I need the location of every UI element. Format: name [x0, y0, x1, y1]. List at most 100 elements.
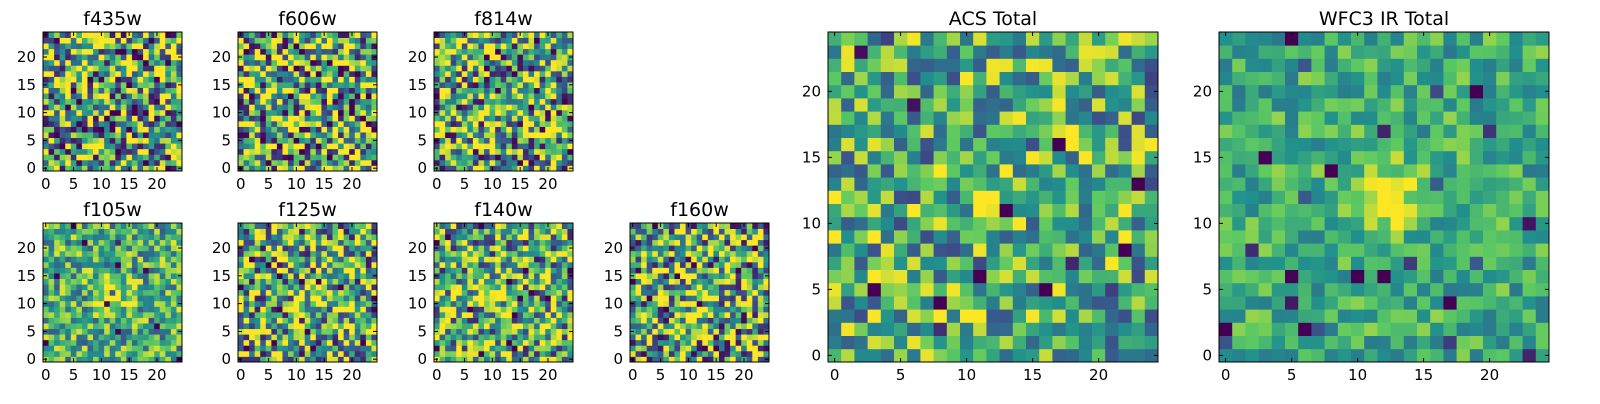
- heatmap-cell: [333, 329, 339, 335]
- heatmap-cell: [434, 312, 440, 318]
- heatmap-cell: [540, 295, 546, 301]
- heatmap-cell: [551, 245, 557, 251]
- heatmap-cell: [65, 279, 71, 285]
- heatmap-cell: [255, 115, 261, 121]
- heatmap-cell: [299, 295, 305, 301]
- heatmap-cell: [636, 301, 642, 307]
- heatmap-cell: [160, 240, 166, 246]
- heatmap-cell: [641, 240, 647, 246]
- heatmap-cell: [545, 240, 551, 246]
- x-tick-label: 15: [315, 366, 334, 384]
- heatmap-cell: [321, 38, 327, 44]
- heatmap-cell: [562, 323, 568, 329]
- heatmap-cell: [71, 318, 77, 324]
- heatmap-cell: [238, 71, 244, 77]
- heatmap-cell: [473, 323, 479, 329]
- heatmap-cell: [71, 290, 77, 296]
- heatmap-cell: [355, 351, 361, 357]
- heatmap-cell: [719, 256, 725, 262]
- heatmap-cell: [451, 99, 457, 105]
- heatmap-cell: [49, 295, 55, 301]
- heatmap-cell: [445, 262, 451, 268]
- heatmap-cell: [299, 104, 305, 110]
- heatmap-cell: [501, 267, 507, 273]
- heatmap-cell: [517, 60, 523, 66]
- heatmap-cell: [478, 121, 484, 127]
- heatmap-cell: [121, 223, 127, 229]
- heatmap-cell: [288, 60, 294, 66]
- heatmap-cell: [366, 49, 372, 55]
- heatmap-cell: [327, 279, 333, 285]
- heatmap-cell: [1092, 204, 1106, 218]
- heatmap-cell: [462, 143, 468, 149]
- heatmap-cell: [104, 138, 110, 144]
- heatmap-cell: [310, 256, 316, 262]
- heatmap-cell: [730, 223, 736, 229]
- heatmap-cell: [104, 329, 110, 335]
- heatmap-cell: [126, 88, 132, 94]
- heatmap-cell: [506, 154, 512, 160]
- heatmap-cell: [115, 76, 121, 82]
- heatmap-cell: [99, 306, 105, 312]
- heatmap-cell: [473, 54, 479, 60]
- heatmap-cell: [973, 230, 987, 244]
- y-tick-label: 20: [17, 239, 36, 257]
- heatmap-cell: [49, 115, 55, 121]
- heatmap-cell: [149, 240, 155, 246]
- heatmap-cell: [523, 279, 529, 285]
- heatmap-cell: [467, 267, 473, 273]
- heatmap-cell: [467, 110, 473, 116]
- heatmap-cell: [121, 65, 127, 71]
- heatmap-cell: [76, 351, 82, 357]
- heatmap-cell: [349, 334, 355, 340]
- heatmap-cell: [121, 132, 127, 138]
- heatmap-cell: [669, 279, 675, 285]
- heatmap-cell: [299, 234, 305, 240]
- heatmap-cell: [1026, 230, 1040, 244]
- heatmap-cell: [49, 279, 55, 285]
- heatmap-cell: [440, 345, 446, 351]
- heatmap-cell: [110, 262, 116, 268]
- heatmap-cell: [126, 110, 132, 116]
- heatmap-cell: [501, 88, 507, 94]
- heatmap-cell: [76, 329, 82, 335]
- heatmap-cell: [93, 93, 99, 99]
- heatmap-cell: [741, 345, 747, 351]
- heatmap-cell: [165, 71, 171, 77]
- heatmap-cell: [562, 110, 568, 116]
- heatmap-cell: [82, 240, 88, 246]
- heatmap-cell: [556, 340, 562, 346]
- heatmap-cell: [121, 340, 127, 346]
- heatmap-cell: [713, 267, 719, 273]
- heatmap-cell: [316, 223, 322, 229]
- heatmap-cell: [344, 245, 350, 251]
- heatmap-cell: [540, 340, 546, 346]
- heatmap-cell: [360, 351, 366, 357]
- heatmap-cell: [305, 334, 311, 340]
- heatmap-cell: [160, 267, 166, 273]
- heatmap-cell: [1118, 336, 1132, 350]
- heatmap-cell: [506, 54, 512, 60]
- heatmap-cell: [149, 82, 155, 88]
- heatmap-cell: [630, 318, 636, 324]
- heatmap-cell: [121, 60, 127, 66]
- heatmap-cell: [881, 256, 895, 270]
- heatmap-cell: [299, 43, 305, 49]
- heatmap-cell: [126, 334, 132, 340]
- heatmap-cell: [697, 256, 703, 262]
- heatmap-cell: [249, 65, 255, 71]
- heatmap-cell: [299, 312, 305, 318]
- heatmap-cell: [87, 245, 93, 251]
- heatmap-cell: [76, 43, 82, 49]
- heatmap-cell: [747, 256, 753, 262]
- heatmap-cell: [333, 49, 339, 55]
- heatmap-cell: [65, 93, 71, 99]
- heatmap-cell: [366, 345, 372, 351]
- heatmap-cell: [132, 262, 138, 268]
- heatmap-cell: [752, 229, 758, 235]
- heatmap-cell: [484, 121, 490, 127]
- heatmap-cell: [1066, 270, 1080, 284]
- heatmap-cell: [260, 279, 266, 285]
- heatmap-cell: [490, 154, 496, 160]
- heatmap-cell: [338, 223, 344, 229]
